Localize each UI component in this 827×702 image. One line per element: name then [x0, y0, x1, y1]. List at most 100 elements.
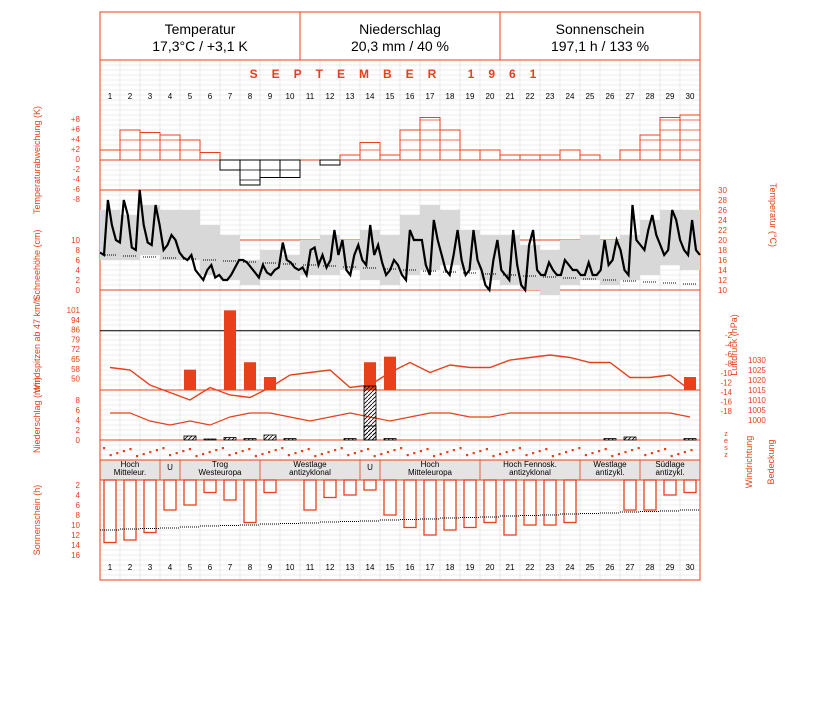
snow-tick: 2	[76, 276, 81, 285]
sunshine-bar	[243, 479, 257, 524]
sunshine-bar	[663, 479, 677, 496]
sunshine-bar	[223, 479, 237, 501]
winddir-dot	[571, 449, 574, 452]
day-label-top: 22	[526, 92, 535, 101]
winddir-tick: e	[724, 438, 728, 445]
anomaly-step	[139, 132, 161, 161]
precip-bar	[263, 434, 277, 441]
anomaly-step	[279, 159, 301, 178]
sunshine-bar	[143, 479, 157, 534]
winddir-dot	[261, 453, 264, 456]
pressure-series-line	[109, 354, 691, 401]
winddir-dot	[340, 447, 343, 450]
pressure-tick: 1000	[748, 416, 766, 425]
sunshine-bar	[163, 479, 177, 511]
precip-tick: 6	[76, 406, 81, 415]
weather-type-label: Südlage	[655, 460, 685, 469]
winddir-dot	[208, 451, 211, 454]
winddir-dot	[677, 453, 680, 456]
anomaly-step	[379, 154, 401, 161]
lower-temp-tick: -18	[720, 407, 732, 416]
winddir-dot	[485, 448, 488, 451]
temp-tick: 30	[718, 186, 727, 195]
weather-type-label: Trog	[212, 460, 228, 469]
temp-range-band	[280, 255, 300, 280]
precip-tick: 4	[76, 416, 81, 425]
winddir-dot	[353, 452, 356, 455]
cloudiness-axis-label: Bedeckung	[766, 439, 776, 484]
day-label-bottom: 11	[306, 563, 315, 572]
lower-temp-tick: -14	[720, 388, 732, 397]
winddir-dot	[116, 452, 119, 455]
winddir-dot	[320, 453, 323, 456]
winddir-dot	[657, 450, 660, 453]
sunshine-tick: 12	[71, 531, 80, 540]
lower-temp-tick: -8	[725, 360, 733, 369]
anomaly-step	[199, 152, 221, 161]
weather-type-label: Westlage	[593, 460, 627, 469]
winddir-dot	[287, 454, 290, 457]
temp-tick: 18	[718, 246, 727, 255]
winddir-dot	[439, 453, 442, 456]
winddir-dot	[136, 455, 139, 458]
temp-range-band	[580, 235, 600, 280]
winddir-dot	[690, 449, 693, 452]
summary-label: Temperatur	[164, 21, 236, 37]
winddir-dot	[492, 455, 495, 458]
temp-range-band	[480, 235, 500, 280]
sunshine-bar	[463, 479, 477, 529]
day-label-top: 6	[208, 92, 213, 101]
lower-temp-tick: -2	[725, 331, 733, 340]
summary-temperature: Temperatur 17,3°C / +3,1 K	[100, 12, 300, 60]
day-label-bottom: 15	[386, 563, 395, 572]
winddir-dot	[433, 455, 436, 458]
winddir-dot	[419, 450, 422, 453]
day-label-bottom: 27	[626, 563, 635, 572]
temp-tick: 20	[718, 236, 727, 245]
winddir-dot	[155, 449, 158, 452]
precip-bar	[343, 438, 357, 441]
winddir-dot	[327, 451, 330, 454]
sunshine-tick: 2	[76, 481, 81, 490]
winddir-dot	[373, 455, 376, 458]
day-label-bottom: 3	[148, 563, 153, 572]
anomaly-step	[159, 134, 181, 161]
winddir-dot	[142, 453, 145, 456]
winddir-dot	[380, 453, 383, 456]
weather-type-label: U	[167, 463, 173, 472]
summary-label: Niederschlag	[359, 21, 441, 37]
precip-bar-large	[363, 385, 377, 441]
winddir-dot	[611, 455, 614, 458]
anomaly-tick: -2	[73, 165, 81, 174]
winddir-dot	[175, 452, 178, 455]
day-label-bottom: 5	[188, 563, 193, 572]
day-label-bottom: 26	[606, 563, 615, 572]
winddir-dot	[624, 451, 627, 454]
anomaly-step	[399, 129, 421, 161]
day-label-bottom: 28	[646, 563, 655, 572]
winddir-dot	[314, 455, 317, 458]
winddir-dot	[512, 449, 515, 452]
day-label-top: 28	[646, 92, 655, 101]
anomaly-step	[639, 134, 661, 161]
winddir-dot	[598, 450, 601, 453]
pressure-tick: 1025	[748, 366, 766, 375]
wind-tick: 94	[71, 316, 80, 325]
precip-bar	[243, 438, 257, 441]
sunshine-bar	[183, 479, 197, 506]
sunshine-bar	[123, 479, 137, 541]
winddir-dot	[195, 455, 198, 458]
winddir-dot	[631, 449, 634, 452]
wind-bar	[264, 377, 276, 390]
wind-tick: 65	[71, 355, 80, 364]
anomaly-step	[439, 129, 461, 161]
day-label-bottom: 18	[446, 563, 455, 572]
anomaly-step	[319, 159, 341, 166]
winddir-dot	[578, 447, 581, 450]
temp-tick: 10	[718, 286, 727, 295]
day-label-top: 25	[586, 92, 595, 101]
winddir-dot	[301, 450, 304, 453]
anomaly-step	[539, 154, 561, 161]
winddir-dot	[334, 449, 337, 452]
winddir-dot	[149, 451, 152, 454]
